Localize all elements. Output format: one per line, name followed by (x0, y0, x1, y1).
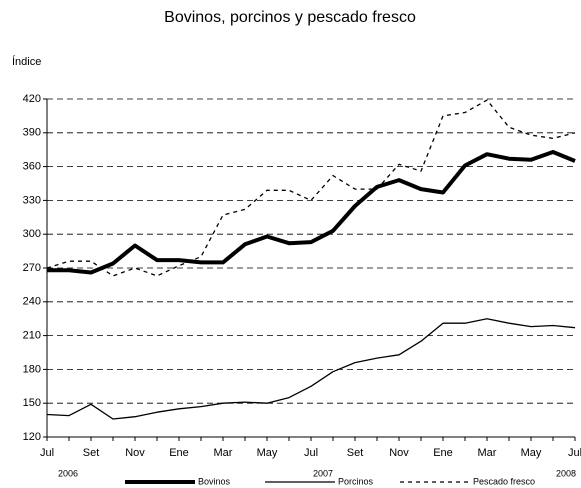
x-tick-label: Ene (433, 447, 453, 459)
y-tick-label: 330 (23, 194, 41, 206)
y-tick-label: 210 (23, 330, 41, 342)
y-tick-label: 420 (23, 93, 41, 105)
x-tick-label: Mar (478, 447, 497, 459)
year-label: 2008 (556, 468, 576, 478)
y-axis-label: Índice (12, 55, 41, 68)
year-label: 2007 (313, 468, 333, 478)
x-tick-label: Jul (304, 447, 318, 459)
chart-title: Bovinos, porcinos y pescado fresco (164, 9, 416, 26)
x-tick-label: Ene (169, 447, 189, 459)
x-tick-label: May (521, 447, 542, 459)
x-tick-label: Jul (40, 447, 54, 459)
series-line (46, 318, 576, 420)
x-tick-label: Set (83, 447, 100, 459)
y-tick-label: 240 (23, 296, 41, 308)
x-tick-label: Nov (125, 447, 145, 459)
legend-label: Porcinos (338, 476, 374, 486)
y-tick-label: 300 (23, 228, 41, 240)
series-line (47, 150, 576, 275)
x-tick-label: May (257, 447, 278, 459)
y-tick-label: 120 (23, 431, 41, 443)
series-line (46, 99, 576, 277)
y-tick-label: 390 (23, 127, 41, 139)
year-label: 2006 (58, 468, 78, 478)
legend-label: Pescado fresco (473, 476, 535, 486)
y-tick-label: 270 (23, 262, 41, 274)
x-tick-label: Mar (214, 447, 233, 459)
x-tick-label: Nov (389, 447, 409, 459)
y-tick-label: 150 (23, 397, 41, 409)
legend-label: Bovinos (198, 476, 231, 486)
y-tick-label: 360 (23, 161, 41, 173)
y-tick-label: 180 (23, 363, 41, 375)
x-tick-label: Jul (568, 447, 581, 459)
x-tick-label: Set (347, 447, 364, 459)
